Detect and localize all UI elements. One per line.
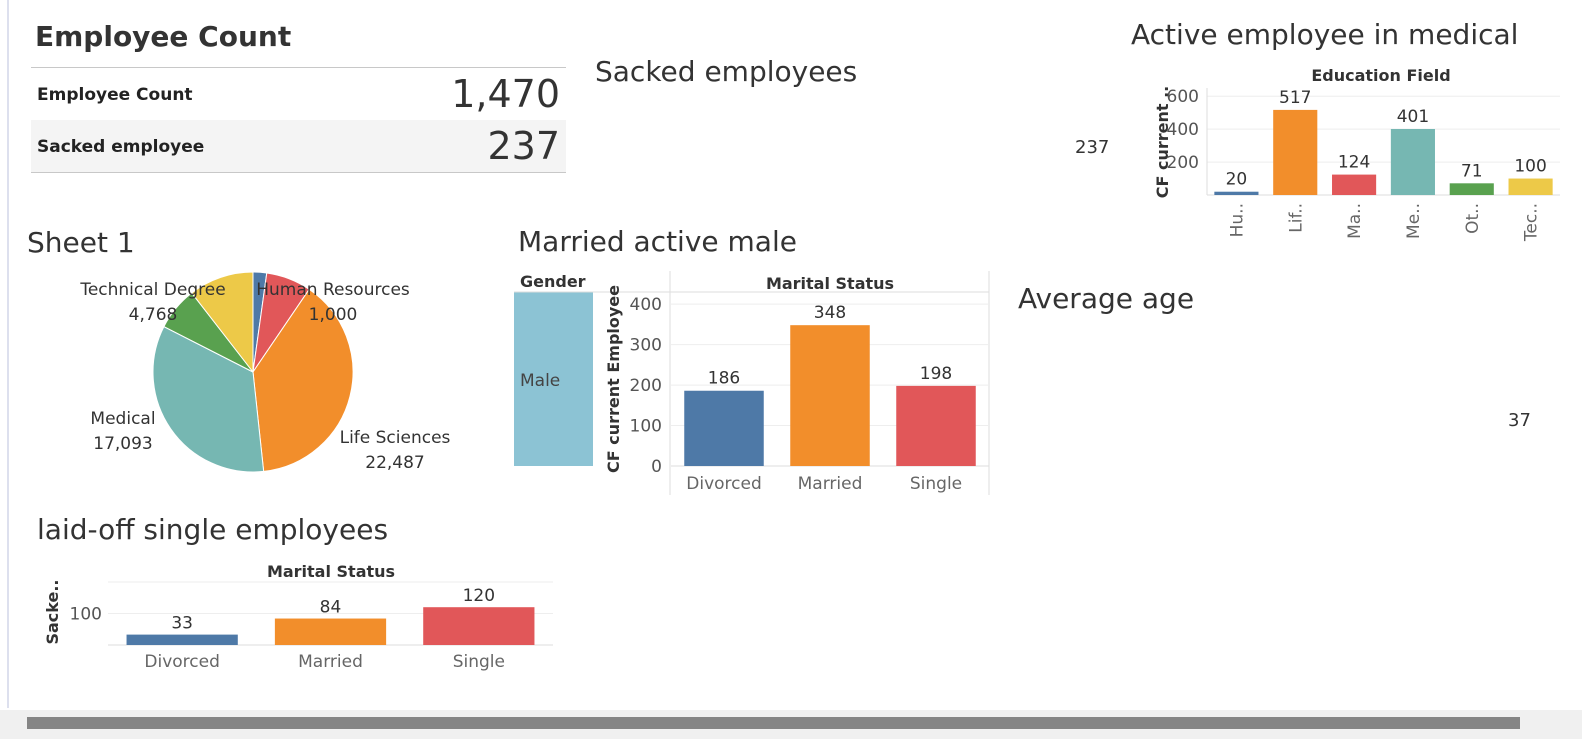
average-age-value[interactable]: 37 bbox=[1508, 410, 1531, 431]
data-label: 100 bbox=[1514, 157, 1546, 177]
active-medical-title: Active employee in medical bbox=[1131, 18, 1519, 51]
x-tick-label: Ot.. bbox=[1463, 203, 1483, 234]
bar bbox=[1390, 128, 1435, 195]
sheet1-pie-chart: Human Resources 1,000 Life Sciences 22,487 M… bbox=[79, 271, 451, 473]
pie-label: Human Resources bbox=[256, 280, 410, 300]
data-label: 186 bbox=[708, 369, 740, 389]
x-tick-label: Single bbox=[453, 652, 505, 672]
pie-slice bbox=[152, 325, 265, 473]
average-age-title: Average age bbox=[1018, 282, 1195, 315]
data-label: 124 bbox=[1338, 153, 1370, 173]
bar bbox=[274, 618, 387, 645]
x-axis-title: Education Field bbox=[1311, 66, 1450, 85]
kpi-label: Employee Count bbox=[37, 85, 193, 105]
bar bbox=[423, 607, 535, 645]
sheet1-title: Sheet 1 bbox=[27, 226, 135, 259]
pie-value-label: 1,000 bbox=[309, 305, 358, 325]
y-axis-title: CF current Employee bbox=[604, 285, 623, 473]
y-tick-label: 0 bbox=[651, 457, 662, 477]
y-tick-label: 300 bbox=[630, 336, 662, 356]
pie-label: Medical bbox=[90, 409, 155, 429]
sacked-employees-title: Sacked employees bbox=[595, 55, 858, 88]
row-label: Male bbox=[520, 371, 560, 391]
pie-label: Life Sciences bbox=[340, 428, 451, 448]
y-axis-title: Sacke.. bbox=[43, 579, 62, 644]
data-label: 517 bbox=[1279, 88, 1311, 108]
x-tick-label: Married bbox=[298, 652, 363, 672]
pie-value-label: 4,768 bbox=[129, 305, 178, 325]
bar bbox=[684, 390, 764, 466]
column-header: Marital Status bbox=[766, 274, 894, 293]
x-tick-label: Single bbox=[910, 474, 962, 494]
y-tick-label: 100 bbox=[630, 417, 662, 437]
x-tick-label: Me.. bbox=[1404, 203, 1424, 239]
bar bbox=[1508, 178, 1553, 195]
employee-count-title: Employee Count bbox=[35, 20, 292, 53]
x-tick-label: Lif.. bbox=[1286, 203, 1306, 233]
x-tick-label: Divorced bbox=[686, 474, 762, 494]
x-tick-label: Ma.. bbox=[1345, 203, 1365, 239]
y-tick-label: 200 bbox=[630, 376, 662, 396]
kpi-label: Sacked employee bbox=[37, 137, 205, 157]
laid-off-single-title: laid-off single employees bbox=[37, 513, 389, 546]
horizontal-scrollbar-thumb[interactable] bbox=[27, 717, 1520, 729]
bar bbox=[126, 634, 238, 645]
data-label: 33 bbox=[171, 614, 193, 634]
data-label: 84 bbox=[320, 598, 342, 618]
kpi-value: 1,470 bbox=[451, 72, 560, 116]
x-axis-title: Marital Status bbox=[267, 562, 395, 581]
y-axis-title: CF current .. bbox=[1153, 86, 1172, 199]
row-cell-male bbox=[514, 292, 593, 466]
data-label: 120 bbox=[463, 586, 495, 606]
data-label: 71 bbox=[1461, 161, 1483, 181]
data-label: 348 bbox=[814, 303, 846, 323]
bar bbox=[1214, 191, 1259, 195]
x-tick-label: Divorced bbox=[144, 652, 220, 672]
bar bbox=[896, 385, 976, 466]
active-medical-chart: Education Field CF current ..200 400 600 20 H… bbox=[1153, 66, 1560, 242]
data-label: 401 bbox=[1397, 107, 1429, 127]
pie-slice bbox=[191, 271, 254, 374]
y-tick-label: 400 bbox=[1167, 120, 1199, 140]
y-tick-label: 400 bbox=[630, 295, 662, 315]
data-label: 198 bbox=[920, 364, 952, 384]
bar bbox=[1273, 109, 1318, 195]
pie-value-label: 22,487 bbox=[365, 453, 424, 473]
sacked-employees-value[interactable]: 237 bbox=[1075, 137, 1110, 158]
pie-label: Technical Degree bbox=[79, 280, 225, 300]
married-active-male-title: Married active male bbox=[518, 225, 797, 258]
y-tick-label: 600 bbox=[1167, 87, 1199, 107]
y-tick-label: 100 bbox=[70, 605, 102, 625]
x-tick-label: Tec.. bbox=[1522, 203, 1542, 242]
pie-slice bbox=[252, 288, 354, 472]
bar bbox=[1332, 174, 1377, 195]
left-border bbox=[7, 0, 9, 708]
y-tick-label: 200 bbox=[1167, 153, 1199, 173]
kpi-table: Employee Count 1,470 Sacked employee 237 bbox=[31, 67, 566, 173]
data-label: 20 bbox=[1226, 170, 1248, 190]
kpi-value: 237 bbox=[487, 124, 560, 168]
x-tick-label: Hu.. bbox=[1227, 203, 1247, 237]
kpi-row-sacked-employee[interactable]: Sacked employee 237 bbox=[31, 120, 566, 172]
pie-value-label: 17,093 bbox=[93, 434, 152, 454]
row-header: Gender bbox=[520, 272, 586, 291]
kpi-row-employee-count[interactable]: Employee Count 1,470 bbox=[31, 68, 566, 120]
bar bbox=[790, 325, 870, 466]
married-active-male-chart: Gender Male Marital Status CF current Emplo… bbox=[514, 271, 990, 495]
laid-off-single-chart: Marital Status Sacke.. 100 33 Divorced 84 Marr… bbox=[43, 562, 553, 672]
x-tick-label: Married bbox=[798, 474, 863, 494]
bar bbox=[1449, 183, 1494, 195]
